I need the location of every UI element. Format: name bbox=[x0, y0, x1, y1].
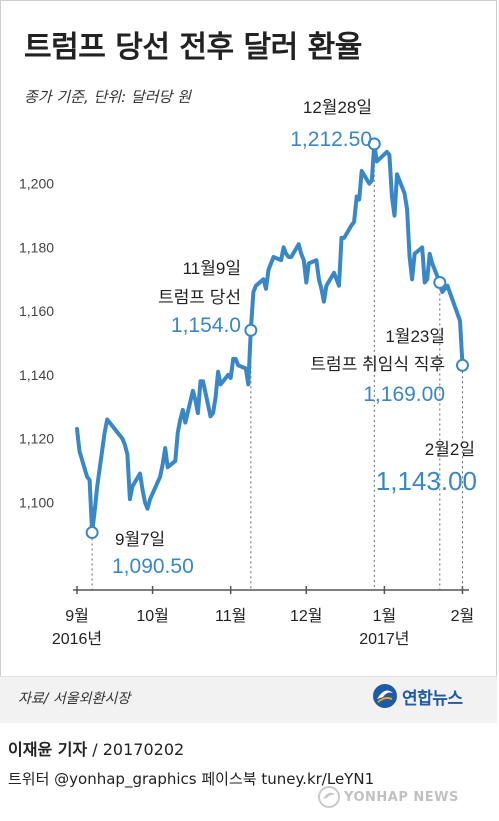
y-tick-label: 1,140 bbox=[19, 367, 54, 383]
annotation-date-label: 2월2일 bbox=[425, 440, 475, 459]
footer-bar bbox=[0, 676, 497, 723]
social-links: 트위터 @yonhap_graphics 페이스북 tuney.kr/LeYN1 bbox=[8, 770, 375, 788]
annotation-marker bbox=[433, 275, 447, 289]
annotation-value-label: 1,143.00 bbox=[376, 466, 477, 496]
annotation-marker bbox=[367, 137, 381, 151]
y-tick-label: 1,180 bbox=[19, 239, 54, 255]
annotation-date-label: 12월28일 bbox=[303, 98, 372, 117]
y-tick-label: 1,160 bbox=[19, 303, 54, 319]
chart-subtitle: 종가 기준, 단위: 달러당 원 bbox=[24, 88, 191, 106]
x-tick-label: 9월 bbox=[65, 607, 89, 625]
watermark-logo-icon bbox=[318, 786, 340, 808]
exchange-rate-line-chart: 1,100 1,120 1,140 1,160 1,180 1,200 9월 2016년 10월… bbox=[19, 98, 477, 648]
x-tick-sublabel: 2017년 bbox=[359, 630, 409, 648]
chart-title: 트럼프 당선 전후 달러 환율 bbox=[24, 30, 362, 65]
series-line bbox=[75, 141, 465, 535]
annotation-marker bbox=[85, 526, 99, 540]
y-tick-label: 1,120 bbox=[19, 431, 54, 447]
annotation-value-label: 1,090.50 bbox=[112, 555, 194, 578]
source-label: 자료/ 서울외환시장 bbox=[18, 691, 131, 707]
y-tick-label: 1,100 bbox=[19, 494, 54, 510]
annotation-value-label: 1,154.0 bbox=[171, 314, 241, 337]
byline: 이재윤 기자 / 20170202 bbox=[8, 736, 184, 760]
x-tick-label: 10월 bbox=[136, 607, 169, 625]
yonhap-watermark: YONHAP NEWS bbox=[318, 784, 459, 810]
annotation-event-label: 트럼프 취임식 직후 bbox=[310, 355, 445, 374]
annotation-date-label: 1월23일 bbox=[385, 327, 445, 346]
x-tick-label: 12월 bbox=[290, 607, 323, 625]
y-tick-label: 1,200 bbox=[19, 176, 54, 192]
annotation-value-label: 1,212.50 bbox=[290, 128, 372, 151]
yonhap-logo-icon bbox=[373, 684, 397, 708]
x-tick-sublabel: 2016년 bbox=[52, 630, 102, 648]
x-tick-label: 1월 bbox=[373, 607, 397, 625]
annotation-marker bbox=[455, 358, 469, 372]
annotation-date-label: 9월7일 bbox=[115, 530, 165, 549]
yonhap-logo: 연합뉴스 bbox=[372, 680, 463, 712]
x-tick-label: 2월 bbox=[451, 607, 475, 625]
byline-date: / 20170202 bbox=[87, 740, 185, 759]
annotation-date-label: 11월9일 bbox=[183, 259, 241, 278]
annotation-event-label: 트럼프 당선 bbox=[158, 288, 241, 307]
annotation-value-label: 1,169.00 bbox=[363, 383, 445, 406]
byline-name: 이재윤 기자 bbox=[8, 740, 88, 759]
logo-text: 연합뉴스 bbox=[402, 688, 463, 709]
x-tick-label: 11월 bbox=[215, 607, 246, 625]
annotation-marker bbox=[244, 323, 258, 337]
watermark-text: YONHAP NEWS bbox=[344, 789, 459, 805]
